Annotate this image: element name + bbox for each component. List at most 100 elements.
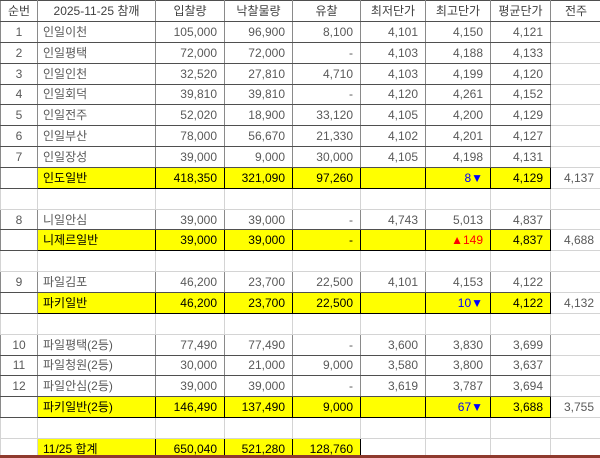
cell-r13-no[interactable]	[0, 291, 38, 314]
cell-r12-failed[interactable]: 22,500	[292, 271, 361, 293]
cell-r17-avg[interactable]: 3,694	[490, 375, 551, 398]
cell-r9-min[interactable]: 4,743	[360, 208, 426, 231]
cell-r5-name[interactable]: 인일부산	[37, 125, 156, 148]
cell-r15-name[interactable]: 파일평택(2등)	[37, 333, 156, 356]
cell-r14-min[interactable]	[360, 312, 426, 335]
cell-r14-max[interactable]	[425, 312, 491, 335]
cell-r4-no[interactable]: 5	[0, 104, 38, 127]
cell-r19-failed[interactable]	[292, 417, 361, 439]
column-header-min[interactable]: 최저단가	[360, 0, 426, 22]
cell-r16-no[interactable]: 11	[0, 354, 38, 377]
cell-r8-failed[interactable]	[292, 187, 361, 210]
cell-r14-name[interactable]	[37, 312, 156, 335]
cell-r3-avg[interactable]: 4,152	[490, 83, 551, 106]
column-header-name[interactable]: 2025-11-25 참깨	[37, 0, 156, 22]
cell-r16-min[interactable]: 3,580	[360, 354, 426, 377]
cell-r6-name[interactable]: 인일장성	[37, 146, 156, 168]
cell-r5-failed[interactable]: 21,330	[292, 125, 361, 148]
cell-r1-min[interactable]: 4,103	[360, 41, 426, 64]
cell-r5-prev[interactable]	[550, 125, 600, 148]
cell-r15-prev[interactable]	[550, 333, 600, 356]
cell-r2-prev[interactable]	[550, 62, 600, 85]
cell-r2-won[interactable]: 27,810	[224, 62, 293, 85]
cell-r1-failed[interactable]: -	[292, 41, 361, 64]
cell-r0-avg[interactable]: 4,121	[490, 21, 551, 43]
cell-r20-prev[interactable]	[550, 437, 600, 458]
cell-r8-min[interactable]	[360, 187, 426, 210]
cell-r9-no[interactable]: 8	[0, 208, 38, 231]
cell-r4-name[interactable]: 인일전주	[37, 104, 156, 127]
cell-r6-won[interactable]: 9,000	[224, 146, 293, 168]
cell-r7-name[interactable]: 인도일반	[37, 166, 156, 189]
cell-r3-won[interactable]: 39,810	[224, 83, 293, 106]
cell-r16-name[interactable]: 파일청원(2등)	[37, 354, 156, 377]
cell-r19-bid[interactable]	[155, 417, 225, 439]
cell-r19-prev[interactable]	[550, 417, 600, 439]
cell-r7-min[interactable]	[360, 166, 426, 189]
cell-r13-failed[interactable]: 22,500	[292, 291, 361, 314]
cell-r13-change[interactable]: 10▼	[425, 291, 491, 314]
cell-r19-won[interactable]	[224, 417, 293, 439]
cell-r9-name[interactable]: 니일안심	[37, 208, 156, 231]
cell-r12-no[interactable]: 9	[0, 271, 38, 293]
cell-r13-min[interactable]	[360, 291, 426, 314]
cell-r20-name[interactable]: 11/25 합계	[37, 437, 156, 458]
cell-r6-max[interactable]: 4,198	[425, 146, 491, 168]
cell-r10-failed[interactable]: -	[292, 229, 361, 252]
cell-r4-avg[interactable]: 4,129	[490, 104, 551, 127]
cell-r2-name[interactable]: 인일인천	[37, 62, 156, 85]
cell-r13-avg[interactable]: 4,122	[490, 291, 551, 314]
cell-r2-bid[interactable]: 32,520	[155, 62, 225, 85]
cell-r18-no[interactable]	[0, 396, 38, 419]
cell-r6-failed[interactable]: 30,000	[292, 146, 361, 168]
cell-r14-prev[interactable]	[550, 312, 600, 335]
cell-r12-avg[interactable]: 4,122	[490, 271, 551, 293]
cell-r10-name[interactable]: 니제르일반	[37, 229, 156, 252]
cell-r2-failed[interactable]: 4,710	[292, 62, 361, 85]
cell-r6-no[interactable]: 7	[0, 146, 38, 168]
column-header-prev[interactable]: 전주	[550, 0, 600, 22]
cell-r12-bid[interactable]: 46,200	[155, 271, 225, 293]
cell-r2-min[interactable]: 4,103	[360, 62, 426, 85]
cell-r16-prev[interactable]	[550, 354, 600, 377]
cell-r1-prev[interactable]	[550, 41, 600, 64]
cell-r0-name[interactable]: 인일이천	[37, 21, 156, 43]
cell-r13-bid[interactable]: 46,200	[155, 291, 225, 314]
cell-r19-avg[interactable]	[490, 417, 551, 439]
cell-r10-won[interactable]: 39,000	[224, 229, 293, 252]
cell-r10-no[interactable]	[0, 229, 38, 252]
cell-r7-won[interactable]: 321,090	[224, 166, 293, 189]
cell-r15-won[interactable]: 77,490	[224, 333, 293, 356]
cell-r0-prev[interactable]	[550, 21, 600, 43]
cell-r18-min[interactable]	[360, 396, 426, 419]
cell-r5-bid[interactable]: 78,000	[155, 125, 225, 148]
cell-r17-bid[interactable]: 39,000	[155, 375, 225, 398]
cell-r0-bid[interactable]: 105,000	[155, 21, 225, 43]
cell-r11-bid[interactable]	[155, 250, 225, 273]
cell-r14-won[interactable]	[224, 312, 293, 335]
cell-r11-failed[interactable]	[292, 250, 361, 273]
cell-r18-name[interactable]: 파키일반(2등)	[37, 396, 156, 419]
cell-r0-won[interactable]: 96,900	[224, 21, 293, 43]
cell-r8-no[interactable]	[0, 187, 38, 210]
cell-r15-failed[interactable]: -	[292, 333, 361, 356]
cell-r11-won[interactable]	[224, 250, 293, 273]
cell-r9-won[interactable]: 39,000	[224, 208, 293, 231]
cell-r18-failed[interactable]: 9,000	[292, 396, 361, 419]
cell-r5-no[interactable]: 6	[0, 125, 38, 148]
cell-r11-name[interactable]	[37, 250, 156, 273]
cell-r6-avg[interactable]: 4,131	[490, 146, 551, 168]
cell-r7-change[interactable]: 8▼	[425, 166, 491, 189]
cell-r3-name[interactable]: 인일회덕	[37, 83, 156, 106]
cell-r9-max[interactable]: 5,013	[425, 208, 491, 231]
cell-r18-bid[interactable]: 146,490	[155, 396, 225, 419]
cell-r0-failed[interactable]: 8,100	[292, 21, 361, 43]
cell-r15-bid[interactable]: 77,490	[155, 333, 225, 356]
column-header-avg[interactable]: 평균단가	[490, 0, 551, 22]
cell-r9-prev[interactable]	[550, 208, 600, 231]
cell-r5-min[interactable]: 4,102	[360, 125, 426, 148]
cell-r16-avg[interactable]: 3,637	[490, 354, 551, 377]
cell-r3-no[interactable]: 4	[0, 83, 38, 106]
cell-r11-prev[interactable]	[550, 250, 600, 273]
cell-r4-won[interactable]: 18,900	[224, 104, 293, 127]
